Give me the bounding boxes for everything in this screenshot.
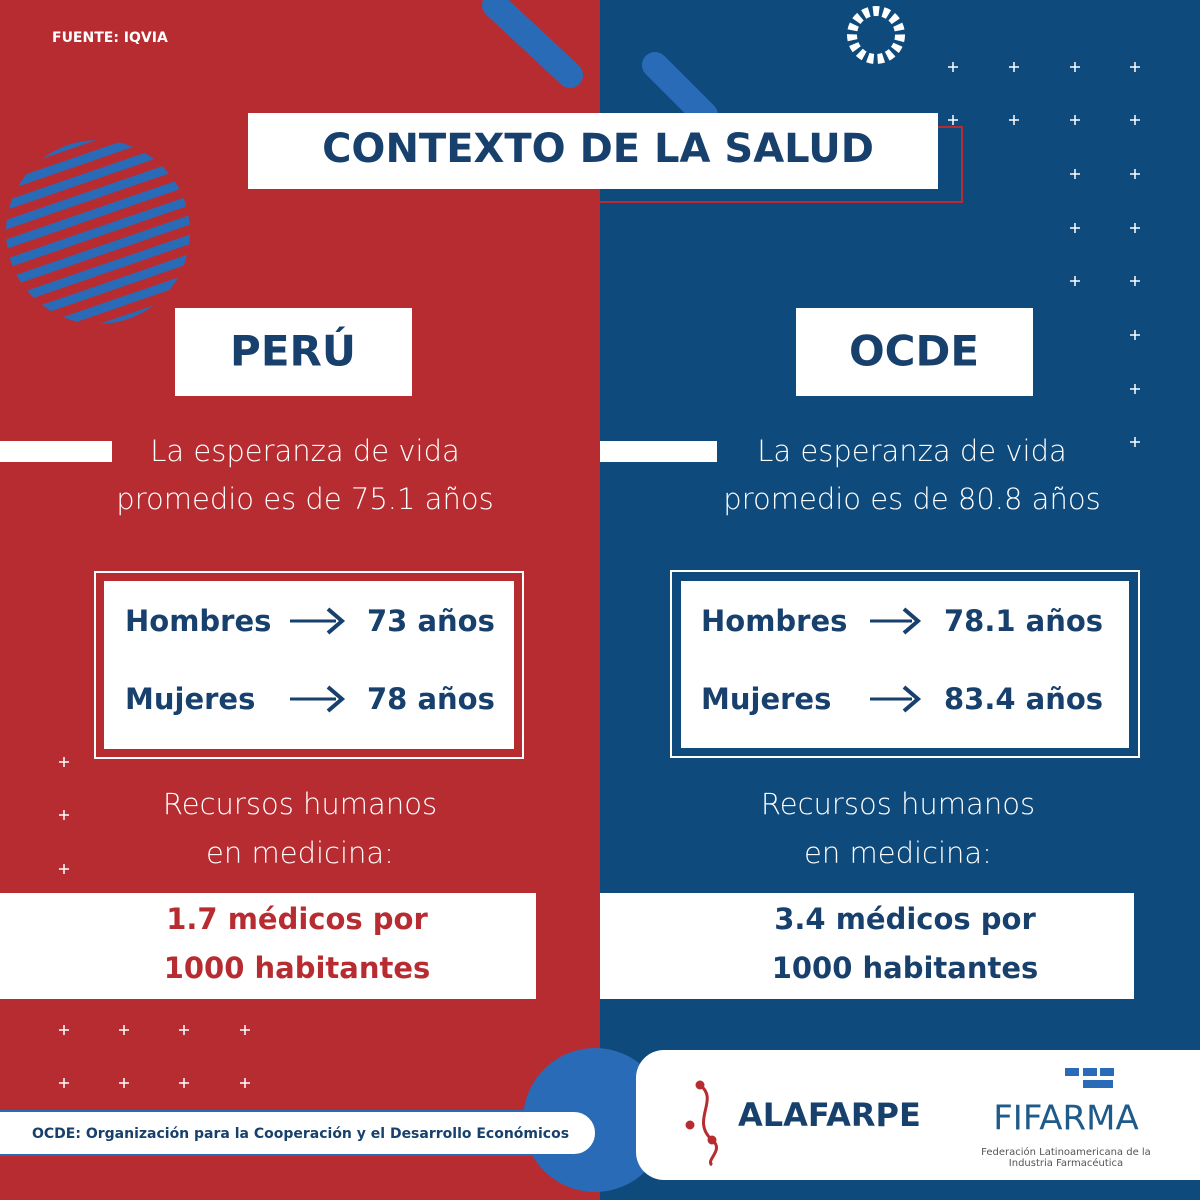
- panels: PERÚ La esperanza de vida promedio es de 7…: [0, 308, 1140, 999]
- country-name: OCDE: [849, 327, 979, 376]
- stat-label: Hombres: [701, 604, 847, 638]
- stripe: [6, 140, 190, 209]
- doctors-box: [600, 893, 1134, 999]
- stats-frame: [670, 570, 1140, 758]
- accent-bar: [600, 441, 717, 462]
- logo-box: [636, 1050, 1200, 1180]
- country-name: PERÚ: [230, 326, 356, 376]
- arrow-head: [326, 685, 346, 713]
- footnote-box: [0, 1110, 597, 1156]
- alafarpe-logo: ALAFARPE: [738, 1096, 921, 1134]
- stat-value: 78.1 años: [944, 604, 1103, 638]
- stat-label: Mujeres: [125, 682, 255, 716]
- decoration: [642, 52, 718, 128]
- fifarma-icon: [1065, 1068, 1114, 1088]
- footnote: OCDE: Organización para la Cooperación y…: [32, 1126, 569, 1142]
- source: FUENTE: IQVIA: [52, 30, 168, 46]
- decoration: [847, 6, 905, 64]
- doctors: 1000 habitantes: [164, 951, 431, 985]
- resources-title: Recursos humanos: [163, 787, 437, 821]
- stat-value: 73 años: [367, 604, 495, 638]
- doctors: 1.7 médicos por: [166, 902, 428, 936]
- country-box: [796, 308, 1033, 396]
- accent-bar: [0, 441, 112, 462]
- stat-value: 83.4 años: [944, 682, 1103, 716]
- arrow-head: [326, 607, 346, 635]
- resources-title: en medicina:: [206, 836, 394, 870]
- life-expectancy: promedio es de 75.1 años: [116, 482, 493, 516]
- fifarma-logo: FIFARMA: [993, 1099, 1139, 1139]
- doctors: 3.4 médicos por: [774, 902, 1036, 936]
- title: CONTEXTO DE LA SALUD: [322, 126, 874, 172]
- stats-frame: [94, 571, 524, 759]
- stripe: [6, 140, 190, 233]
- stat-label: Mujeres: [701, 682, 831, 716]
- stats-box: [104, 581, 514, 749]
- stripe: [16, 140, 190, 186]
- stripe: [6, 154, 190, 256]
- fifarma-subtitle: Industria Farmacéutica: [1009, 1157, 1123, 1169]
- doctors-box: [0, 893, 536, 999]
- doctors: 1000 habitantes: [772, 951, 1039, 985]
- resources-title: en medicina:: [804, 836, 992, 870]
- fifarma-subtitle: Federación Latinoamericana de la: [981, 1146, 1151, 1158]
- country-box: [175, 308, 412, 396]
- stripe: [6, 247, 190, 324]
- plus-decorations: [59, 62, 1140, 1088]
- life-expectancy: La esperanza de vida: [757, 434, 1067, 468]
- stripe: [6, 224, 190, 324]
- arrow-head: [902, 685, 922, 713]
- resources-title: Recursos humanos: [761, 787, 1035, 821]
- arrow-head: [902, 607, 922, 635]
- decoration: [482, 0, 583, 88]
- stat-label: Hombres: [125, 604, 271, 638]
- stat-value: 78 años: [367, 682, 495, 716]
- stripe: [6, 177, 190, 279]
- life-expectancy: promedio es de 80.8 años: [723, 482, 1100, 516]
- alafarpe-icon: [685, 1080, 718, 1167]
- life-expectancy: La esperanza de vida: [150, 434, 460, 468]
- title-box: [248, 113, 938, 189]
